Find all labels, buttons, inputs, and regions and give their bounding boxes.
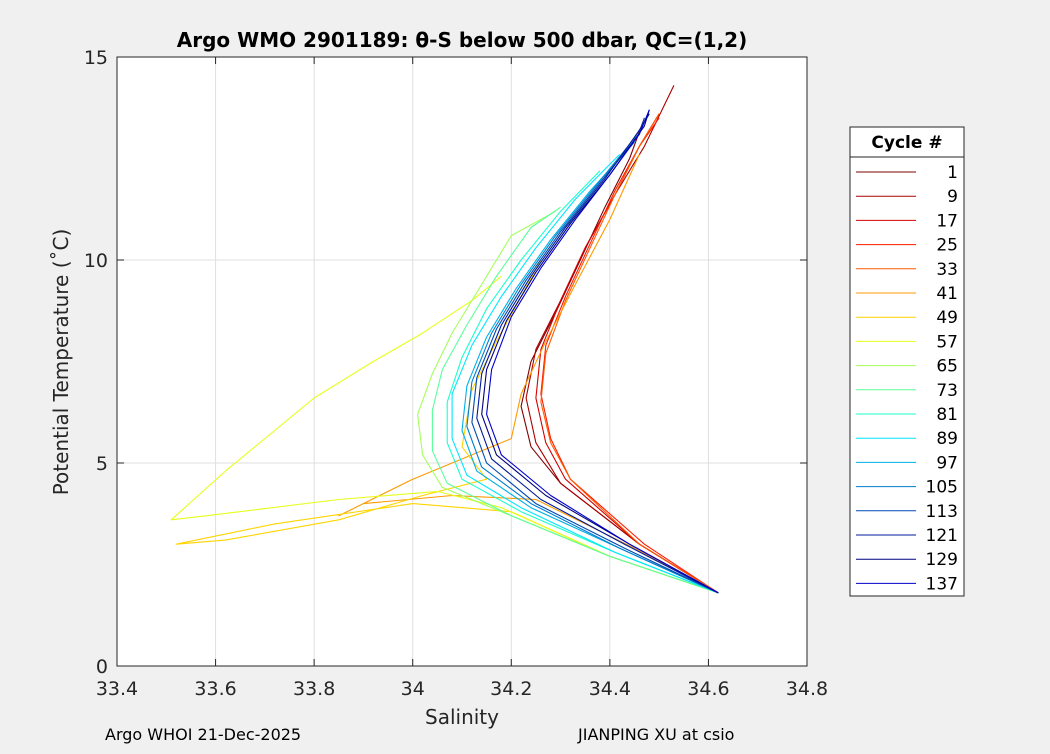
legend-box <box>849 126 965 597</box>
legend-item: 105 <box>856 478 958 498</box>
legend-item: 17 <box>856 211 958 231</box>
legend-item: 25 <box>856 236 958 256</box>
series-line-cycle-121 <box>476 113 719 594</box>
legend-item: 57 <box>856 332 958 352</box>
series-line-cycle-73 <box>431 206 719 594</box>
series-line-cycle-25 <box>540 117 719 594</box>
legend-item: 73 <box>856 381 958 401</box>
legend-label: 33 <box>936 260 958 280</box>
legend-item: 33 <box>856 260 958 280</box>
legend-item: 81 <box>856 405 958 425</box>
y-tick-label: 10 <box>84 250 108 272</box>
legend-label: 129 <box>926 550 958 570</box>
plot-frame <box>116 56 808 667</box>
legend-item: 49 <box>856 308 958 328</box>
legend-label: 17 <box>936 211 958 231</box>
legend-item: 41 <box>856 284 958 304</box>
legend-item: 65 <box>856 357 958 377</box>
x-tick-label: 34.8 <box>786 678 828 700</box>
axis-ticks: 33.4 33.6 33.8 34 34.2 34.4 34.6 34.8 0 5 10 15 <box>84 47 828 700</box>
x-tick-label: 33.4 <box>96 678 138 700</box>
legend-label: 57 <box>936 332 958 352</box>
legend-label: 113 <box>926 502 958 522</box>
y-axis-label: Potential Temperature (˚C) <box>49 229 73 496</box>
legend-item: 137 <box>856 574 958 594</box>
legend-label: 81 <box>936 405 958 425</box>
footer-left-credit: Argo WHOI 21-Dec-2025 <box>105 725 302 744</box>
legend-label: 89 <box>936 429 958 449</box>
x-tick-label: 34 <box>401 678 425 700</box>
series-line-cycle-33 <box>540 113 719 594</box>
legend-label: 41 <box>936 284 958 304</box>
legend-item: 129 <box>856 550 958 570</box>
series-line-cycle-9 <box>525 85 719 594</box>
x-tick-label: 34.2 <box>490 678 532 700</box>
legend-label: 97 <box>936 453 958 473</box>
footer-right-credit: JIANPING XU at csio <box>578 725 735 744</box>
legend-item: 121 <box>856 526 958 546</box>
x-tick-label: 34.4 <box>589 678 631 700</box>
chart-title: Argo WMO 2901189: θ-S below 500 dbar, QC… <box>177 28 747 52</box>
legend-label: 1 <box>947 163 958 183</box>
legend-label: 137 <box>926 574 958 594</box>
y-tick-label: 15 <box>84 47 108 69</box>
legend: Cycle # 1 9 17 25 33 41 49 57 65 73 81 89 97 105 113 12… <box>849 126 965 597</box>
legend-label: 49 <box>936 308 958 328</box>
legend-item: 1 <box>856 163 958 183</box>
x-tick-label: 33.6 <box>194 678 236 700</box>
x-tick-label: 33.8 <box>293 678 335 700</box>
series-line-cycle-97 <box>461 141 719 594</box>
series-line-cycle-41 <box>338 154 719 594</box>
legend-title: Cycle # <box>871 133 942 153</box>
x-tick-label: 34.6 <box>687 678 729 700</box>
series-line-cycle-105 <box>466 121 719 594</box>
legend-item: 9 <box>856 187 958 207</box>
plot-area <box>117 57 807 666</box>
series-line-cycle-81 <box>446 170 719 594</box>
y-tick-label: 0 <box>96 656 108 678</box>
legend-label: 25 <box>936 236 958 256</box>
legend-label: 65 <box>936 357 958 377</box>
legend-items: 1 9 17 25 33 41 49 57 65 73 81 89 97 105 113 121 129 137 <box>856 163 958 594</box>
legend-item: 113 <box>856 502 958 522</box>
x-axis-label: Salinity <box>425 705 499 729</box>
legend-label: 121 <box>926 526 958 546</box>
legend-item: 97 <box>856 453 958 473</box>
series-layer <box>170 85 719 594</box>
series-line-cycle-113 <box>471 117 719 594</box>
series-line-cycle-137 <box>486 109 719 594</box>
y-tick-label: 5 <box>96 453 108 475</box>
legend-label: 9 <box>947 187 958 207</box>
series-line-cycle-89 <box>451 154 719 594</box>
series-line-cycle-57 <box>170 275 719 594</box>
legend-label: 105 <box>926 478 958 498</box>
legend-label: 73 <box>936 381 958 401</box>
legend-item: 89 <box>856 429 958 449</box>
